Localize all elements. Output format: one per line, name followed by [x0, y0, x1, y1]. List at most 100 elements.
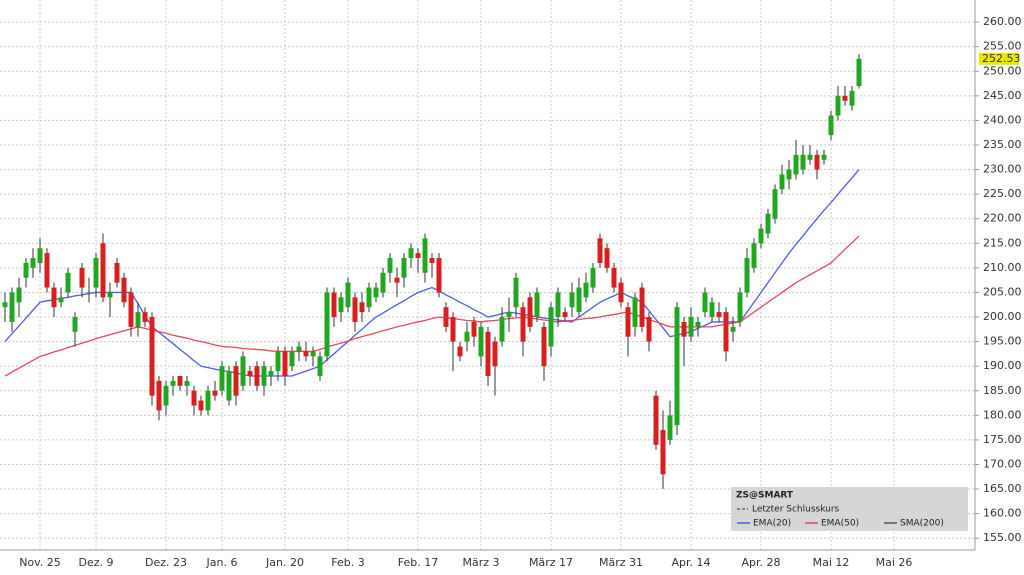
candle-body: [107, 292, 113, 298]
candle-body: [331, 292, 337, 318]
candle-body: [317, 356, 323, 377]
candle-body: [205, 390, 211, 411]
candle-body: [93, 258, 99, 288]
candle-body: [408, 248, 414, 259]
candle-body: [828, 115, 834, 136]
candle-body: [100, 243, 106, 298]
candle-body: [226, 371, 232, 401]
candle-body: [296, 346, 302, 352]
candle-body: [2, 302, 8, 308]
candle-body: [191, 390, 197, 406]
candle-body: [303, 351, 309, 357]
candle-body: [254, 366, 260, 386]
candle-body: [513, 277, 519, 308]
candle-body: [807, 154, 813, 160]
candle-body: [695, 321, 701, 327]
candle-body: [142, 312, 148, 322]
candle-body: [51, 287, 57, 308]
candle-body: [814, 154, 820, 170]
candle-body: [492, 341, 498, 367]
candle-body: [751, 243, 757, 268]
candle-body: [527, 297, 533, 327]
x-tick-label: Mai 26: [876, 556, 913, 569]
candle-body: [44, 253, 50, 288]
candle-body: [499, 317, 505, 342]
candle-body: [779, 174, 785, 190]
candle-body: [282, 351, 288, 377]
candle-body: [821, 154, 827, 160]
candle-body: [464, 331, 470, 342]
y-tick-label: 235.00: [983, 138, 1022, 151]
candle-body: [681, 321, 687, 337]
candle-body: [450, 317, 456, 342]
candle-body: [723, 312, 729, 352]
legend-label: EMA(50): [821, 519, 859, 529]
x-tick-label: Jan. 20: [265, 556, 304, 569]
candle-body: [744, 258, 750, 293]
candle-body: [23, 262, 29, 278]
y-tick-label: 165.00: [983, 482, 1022, 495]
y-tick-label: 160.00: [983, 507, 1022, 520]
y-tick-label: 220.00: [983, 212, 1022, 225]
candle-body: [380, 272, 386, 293]
candle-body: [597, 238, 603, 263]
candle-body: [660, 430, 666, 475]
axes: 155.00 160.00 165.00 170.00 175.00 180.00 185.…: [19, 15, 1021, 569]
candle-body: [506, 312, 512, 318]
candle-body: [198, 400, 204, 411]
candle-body: [800, 154, 806, 170]
y-tick-label: 240.00: [983, 113, 1022, 126]
candle-body: [772, 189, 778, 219]
candle-body: [639, 287, 645, 327]
candle-body: [135, 312, 141, 327]
x-tick-label: Apr. 28: [741, 556, 780, 569]
candle-body: [30, 258, 36, 268]
y-tick-label: 155.00: [983, 531, 1022, 544]
y-tick-label: 225.00: [983, 187, 1022, 200]
candle-body: [737, 292, 743, 322]
candle-body: [632, 297, 638, 327]
candle-body: [422, 238, 428, 273]
legend-box: [731, 487, 968, 531]
candle-body: [9, 292, 15, 322]
candle-body: [156, 380, 162, 411]
y-tick-label: 200.00: [983, 310, 1022, 323]
candle-body: [646, 317, 652, 342]
candle-body: [730, 326, 736, 332]
candle-body: [247, 371, 253, 377]
candle-body: [541, 326, 547, 367]
candle-body: [625, 307, 631, 337]
candle-body: [485, 331, 491, 377]
candle-body: [618, 282, 624, 303]
candle-body: [58, 297, 64, 303]
candle-body: [86, 292, 92, 294]
candle-body: [72, 317, 78, 332]
x-tick-label: Feb. 3: [331, 556, 364, 569]
candle-body: [716, 312, 722, 318]
x-tick-label: März 3: [462, 556, 499, 569]
candle-body: [65, 272, 71, 293]
candle-body: [786, 169, 792, 180]
candle-body: [758, 228, 764, 244]
candle-body: [842, 95, 848, 101]
candle-body: [219, 366, 225, 391]
candle-body: [604, 248, 610, 268]
candle-body: [310, 351, 316, 357]
legend-label: SMA(200): [900, 519, 944, 529]
y-tick-label: 190.00: [983, 359, 1022, 372]
y-tick-label: 255.00: [983, 40, 1022, 53]
grid: [0, 0, 975, 550]
candle-body: [520, 307, 526, 342]
candle-body: [37, 248, 43, 263]
candle-body: [289, 351, 295, 367]
candle-body: [429, 258, 435, 263]
candle-body: [653, 395, 659, 445]
x-tick-label: Feb. 17: [398, 556, 438, 569]
plot: [2, 54, 862, 490]
candle-body: [590, 267, 596, 288]
candle-body: [345, 282, 351, 308]
y-tick-label: 215.00: [983, 236, 1022, 249]
candle-body: [548, 307, 554, 347]
x-tick-label: Nov. 25: [19, 556, 61, 569]
